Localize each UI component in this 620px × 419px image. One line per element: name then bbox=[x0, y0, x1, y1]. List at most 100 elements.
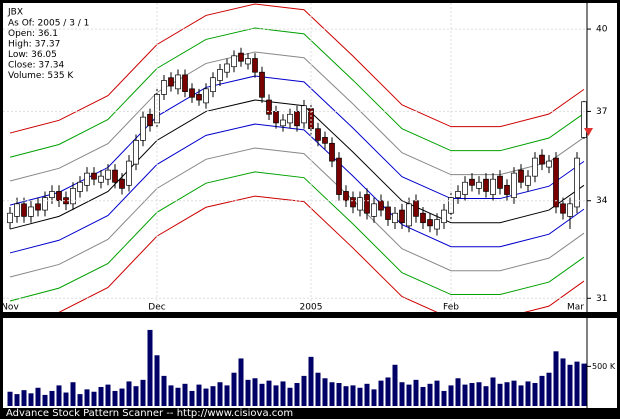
volume-bar bbox=[497, 383, 503, 406]
candle-body bbox=[329, 142, 335, 162]
volume-bar bbox=[161, 375, 167, 406]
candle-body bbox=[42, 197, 48, 211]
candle-body bbox=[266, 99, 272, 115]
candle-body bbox=[371, 203, 377, 217]
candle-body bbox=[476, 181, 482, 189]
volume-bar bbox=[84, 389, 90, 406]
symbol: JBX bbox=[7, 8, 23, 18]
candle-body bbox=[287, 113, 293, 124]
x-tick-label: Nov bbox=[1, 303, 19, 313]
volume-bar bbox=[203, 388, 209, 406]
volume-bar bbox=[112, 390, 118, 406]
y-tick-label: 500 K bbox=[592, 362, 616, 371]
band-line bbox=[9, 123, 585, 254]
volume-bar bbox=[490, 377, 496, 406]
candle-body bbox=[84, 172, 90, 186]
candle-body bbox=[385, 206, 391, 220]
volume-bar bbox=[581, 363, 587, 406]
candle-body bbox=[399, 209, 405, 224]
info-line: As Of: 2005 / 3 / 1 bbox=[8, 19, 89, 29]
candle-body bbox=[35, 203, 41, 211]
candle-body bbox=[91, 172, 97, 180]
volume-bar bbox=[483, 386, 489, 406]
candle-body bbox=[553, 157, 559, 208]
volume-bar bbox=[105, 384, 111, 406]
volume-bar bbox=[441, 390, 447, 406]
volume-bar bbox=[7, 391, 13, 406]
volume-bar bbox=[560, 358, 566, 406]
band-line bbox=[9, 27, 585, 158]
candle-body bbox=[28, 206, 34, 217]
candle-body bbox=[259, 71, 265, 98]
volume-bar bbox=[224, 385, 230, 406]
band-line bbox=[9, 171, 585, 302]
volume-bar bbox=[35, 387, 41, 406]
volume-bar bbox=[273, 385, 279, 406]
candle-body bbox=[462, 181, 468, 195]
volume-bar bbox=[259, 383, 265, 406]
volume-bar bbox=[14, 394, 20, 406]
volume-bar bbox=[49, 390, 55, 406]
volume-bar bbox=[357, 387, 363, 406]
plot-layer: 31 34 37 40 Nov Dec 2005 Feb Mar 500 K bbox=[1, 3, 616, 406]
candle-body bbox=[455, 191, 461, 198]
band-line bbox=[9, 147, 585, 278]
volume-bar bbox=[399, 382, 405, 406]
volume-bar bbox=[168, 385, 174, 406]
volume-bar bbox=[343, 386, 349, 406]
volume-bar bbox=[294, 383, 300, 406]
volume-bar bbox=[364, 383, 370, 406]
volume-bar bbox=[574, 361, 580, 406]
candle-body bbox=[245, 58, 251, 65]
volume-bar bbox=[42, 394, 48, 406]
info-line: Low: 36.05 bbox=[8, 50, 57, 60]
volume-bar bbox=[567, 364, 573, 406]
candle-body bbox=[126, 160, 132, 186]
volume-bar bbox=[189, 390, 195, 406]
x-tick-label: Feb bbox=[443, 303, 459, 313]
candle-body bbox=[546, 160, 552, 168]
volume-bar bbox=[147, 329, 153, 406]
volume-bar bbox=[133, 386, 139, 406]
candle-body bbox=[413, 200, 419, 217]
footer: Advance Stock Pattern Scanner -- http://… bbox=[6, 408, 293, 419]
volume-bar bbox=[329, 382, 335, 406]
volume-bar bbox=[56, 385, 62, 406]
candle-body bbox=[112, 169, 118, 183]
volume-bar bbox=[525, 381, 531, 406]
volume-bar bbox=[154, 355, 160, 406]
candle-body bbox=[231, 55, 237, 68]
volume-bar bbox=[245, 379, 251, 406]
volume-bar bbox=[182, 383, 188, 406]
candle-body bbox=[532, 157, 538, 177]
volume-bar bbox=[518, 385, 524, 406]
volume-bar bbox=[119, 388, 125, 406]
candle-body bbox=[420, 212, 426, 224]
x-tick-label: 2005 bbox=[300, 303, 323, 313]
candle-body bbox=[49, 191, 55, 198]
candle-body bbox=[210, 77, 216, 92]
candle-body bbox=[238, 52, 244, 62]
price-plot bbox=[7, 3, 587, 312]
candle-body bbox=[196, 94, 202, 101]
volume-bar bbox=[434, 380, 440, 406]
info-line: High: 37.37 bbox=[8, 40, 60, 50]
volume-bar bbox=[308, 356, 314, 406]
volume-bar bbox=[301, 375, 307, 406]
volume-bar bbox=[266, 380, 272, 406]
candle-body bbox=[336, 157, 342, 195]
volume-bar bbox=[553, 351, 559, 406]
candle-body bbox=[511, 172, 517, 198]
candle-body bbox=[175, 74, 181, 90]
volume-bar bbox=[28, 393, 34, 406]
signal-marker bbox=[584, 128, 593, 136]
volume-bar bbox=[385, 377, 391, 406]
volume-bar bbox=[210, 386, 216, 406]
volume-bar bbox=[91, 391, 97, 406]
volume-bar bbox=[350, 385, 356, 406]
candle-body bbox=[406, 203, 412, 227]
volume-bar bbox=[21, 390, 27, 406]
info-line: Close: 37.34 bbox=[8, 61, 64, 71]
candle-body bbox=[581, 101, 587, 138]
